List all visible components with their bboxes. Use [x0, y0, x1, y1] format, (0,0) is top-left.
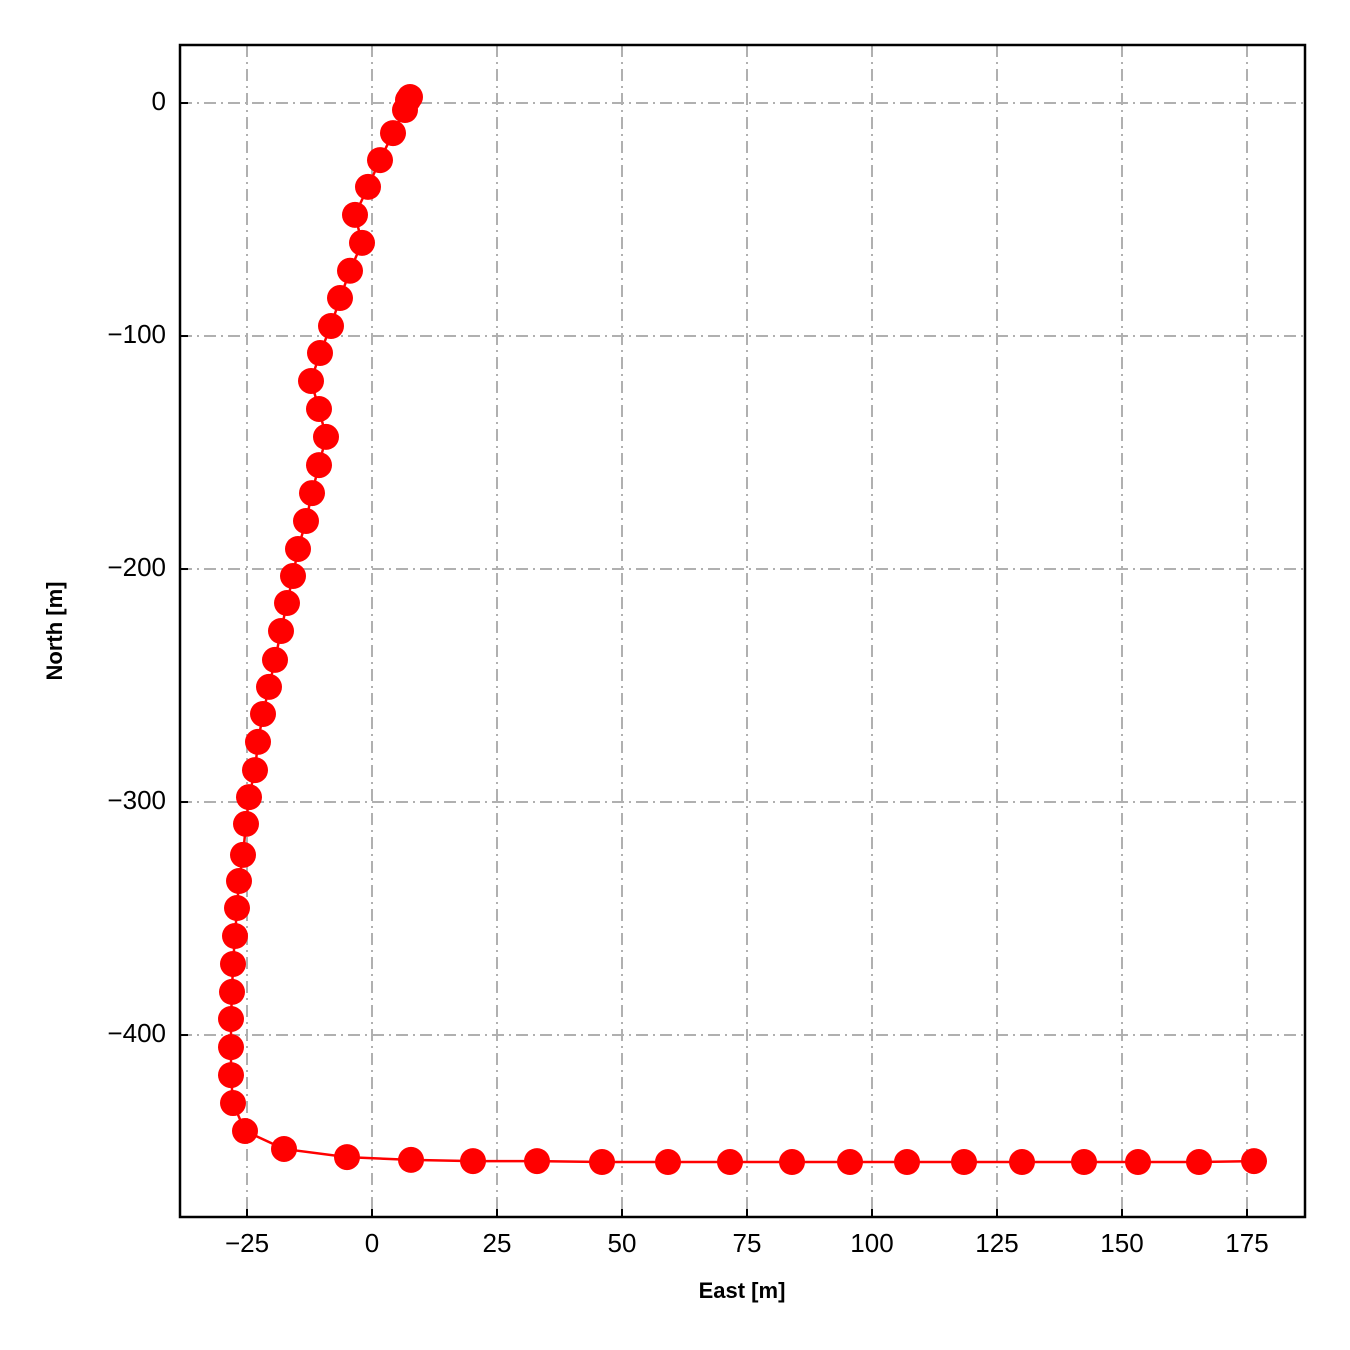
- x-tick-label: 125: [975, 1228, 1018, 1258]
- point: [306, 452, 332, 479]
- point: [355, 173, 381, 200]
- point: [226, 868, 252, 895]
- point: [589, 1149, 615, 1176]
- point: [334, 1144, 360, 1171]
- point: [220, 1090, 246, 1117]
- point: [224, 895, 250, 922]
- point: [460, 1148, 486, 1175]
- point: [285, 535, 311, 562]
- point: [398, 1146, 424, 1173]
- y-tick-label: −400: [107, 1018, 166, 1048]
- point: [274, 590, 300, 617]
- point: [1186, 1149, 1212, 1176]
- point: [230, 841, 256, 868]
- point: [337, 257, 363, 284]
- y-tick-label: −100: [107, 319, 166, 349]
- point: [1241, 1148, 1267, 1175]
- point: [280, 563, 306, 590]
- plot-frame: [178, 43, 1307, 1219]
- point: [655, 1149, 681, 1176]
- point: [232, 1118, 258, 1145]
- x-tick-label: −25: [225, 1228, 269, 1258]
- x-tick-label: 150: [1100, 1228, 1143, 1258]
- point: [220, 950, 246, 977]
- point: [306, 395, 332, 422]
- point: [837, 1149, 863, 1176]
- point: [342, 201, 368, 228]
- point: [313, 423, 339, 450]
- point: [349, 229, 375, 256]
- point: [233, 810, 259, 837]
- point: [367, 147, 393, 174]
- x-tick-label: 25: [483, 1228, 512, 1258]
- point: [299, 480, 325, 507]
- x-axis-label: East [m]: [699, 1278, 786, 1303]
- y-tick-label: −300: [107, 785, 166, 815]
- x-tick-label: 0: [365, 1228, 379, 1258]
- x-tick-label: 175: [1225, 1228, 1268, 1258]
- point: [894, 1149, 920, 1176]
- point: [327, 285, 353, 312]
- point: [250, 700, 276, 727]
- point: [307, 340, 333, 367]
- x-tick-label: 75: [733, 1228, 762, 1258]
- y-axis-label: North [m]: [42, 582, 67, 681]
- point: [262, 646, 288, 673]
- x-tick-label: 50: [608, 1228, 637, 1258]
- point: [268, 618, 294, 644]
- point: [380, 120, 406, 147]
- point: [222, 922, 248, 949]
- point: [218, 1005, 244, 1032]
- y-tick-label: −200: [107, 552, 166, 582]
- point: [218, 1034, 244, 1061]
- point: [318, 313, 344, 340]
- point: [256, 673, 282, 700]
- point: [298, 367, 324, 394]
- point: [1125, 1149, 1151, 1176]
- point: [271, 1135, 297, 1162]
- point: [219, 978, 245, 1005]
- point: [717, 1149, 743, 1176]
- trajectory-line: [229, 96, 1255, 1164]
- x-tick-label: 100: [850, 1228, 893, 1258]
- point: [951, 1149, 977, 1176]
- point: [1009, 1149, 1035, 1176]
- point: [392, 97, 418, 124]
- y-tick-label: 0: [152, 86, 166, 116]
- point: [245, 728, 271, 755]
- point: [1071, 1149, 1097, 1176]
- point: [218, 1062, 244, 1089]
- point: [236, 784, 262, 811]
- point: [779, 1149, 805, 1176]
- point: [293, 508, 319, 535]
- point: [242, 757, 268, 784]
- point: [524, 1148, 550, 1175]
